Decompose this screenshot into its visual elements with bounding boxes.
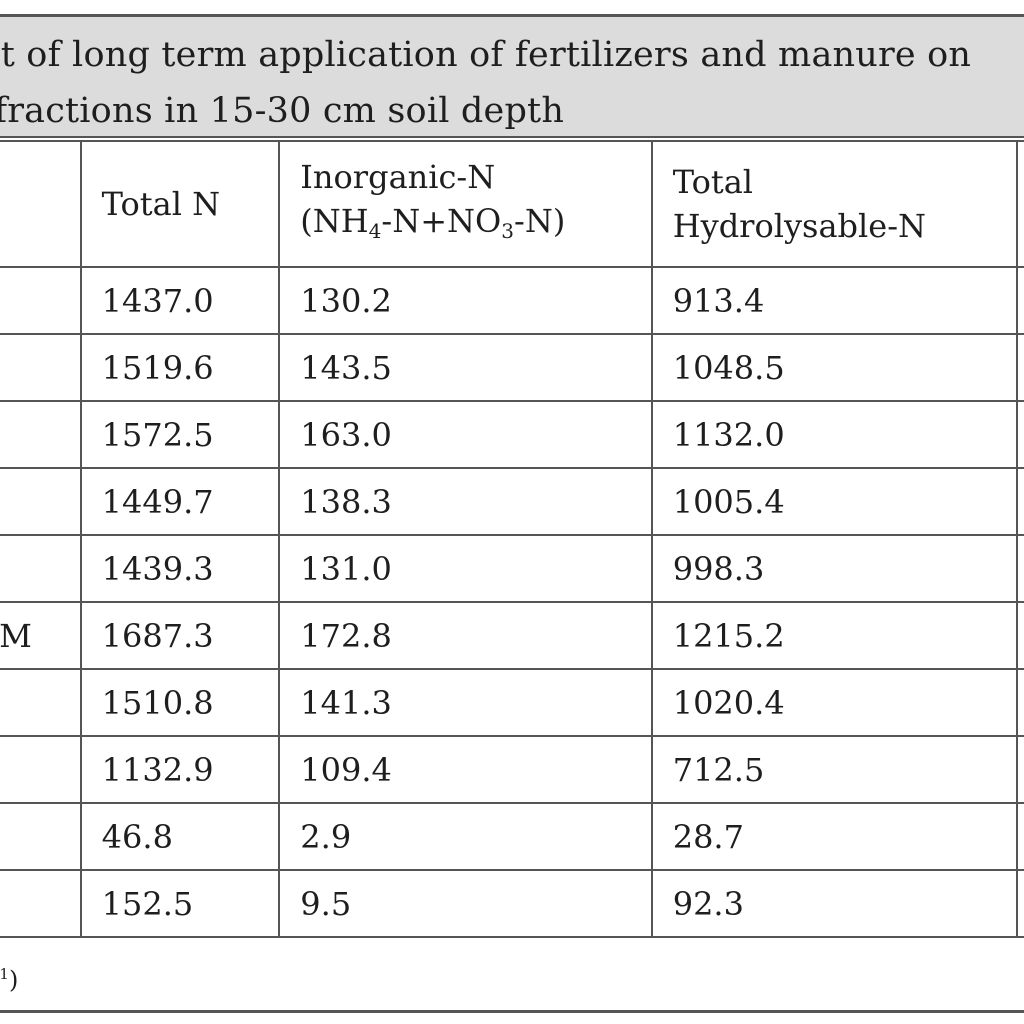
table-row: 1437.0 130.2 913.4 [0,266,1024,335]
cell-total-n: 1519.6 [79,333,281,402]
cell-inorganic-n: 9.5 [278,869,653,938]
cell-inorganic-n: 138.3 [278,467,653,536]
cell-hydrolysable-n: 92.3 [650,869,1019,938]
cell-inorganic-n: 2.9 [278,802,653,871]
cell-hydrolysable-n: 1132.0 [650,400,1019,469]
cell-hydrolysable-n: 913.4 [650,266,1019,335]
header-inorganic-n-part-a: (NH [300,202,369,240]
caption-line-1: ect of long term application of fertiliz… [0,35,972,75]
header-inorganic-n-part-c: -N) [514,202,566,240]
row-label [0,467,82,536]
data-table: Total N Inorganic-N (NH4-N+NO3-N) Total … [0,140,1024,938]
cell-total-n: 1449.7 [79,467,281,536]
header-treatment [0,140,82,268]
row-label [0,534,82,603]
row-label: YM [0,601,82,670]
row-label [0,869,82,938]
cell-hydrolysable-n: 28.7 [650,802,1019,871]
table-row: 46.8 2.9 28.7 [0,802,1024,871]
table-footnote: a-1) [0,951,1024,1013]
cell-next-column [1016,266,1024,335]
cell-inorganic-n: 172.8 [278,601,653,670]
header-hydrolysable-n: Total Hydrolysable-N [650,140,1019,268]
table-row: 1519.6 143.5 1048.5 [0,333,1024,402]
cell-next-column [1016,534,1024,603]
header-hydrolysable-n-line2: Hydrolysable-N [672,207,927,245]
cell-total-n: 1132.9 [79,735,281,804]
cell-next-column [1016,869,1024,938]
cell-hydrolysable-n: 1048.5 [650,333,1019,402]
header-total-n: Total N [79,140,281,268]
row-label [0,802,82,871]
table-figure: ect of long term application of fertiliz… [0,14,1024,1013]
cell-inorganic-n: 109.4 [278,735,653,804]
cell-inorganic-n: 131.0 [278,534,653,603]
cell-inorganic-n: 141.3 [278,668,653,737]
cell-total-n: 152.5 [79,869,281,938]
cell-next-column [1016,735,1024,804]
row-label: S [0,668,82,737]
header-next-column [1016,140,1024,268]
header-sub-3: 3 [501,219,514,243]
cell-hydrolysable-n: 998.3 [650,534,1019,603]
row-label [0,266,82,335]
cell-inorganic-n: 163.0 [278,400,653,469]
cell-total-n: 1439.3 [79,534,281,603]
row-label [0,400,82,469]
cell-next-column [1016,802,1024,871]
header-hydrolysable-n-line1: Total [672,163,753,201]
table-caption: ect of long term application of fertiliz… [0,14,1024,138]
header-sub-4: 4 [368,219,382,243]
table-row: 1449.7 138.3 1005.4 [0,467,1024,536]
cell-next-column [1016,601,1024,670]
footnote-superscript: -1 [0,965,9,983]
cell-total-n: 1510.8 [79,668,281,737]
table-body: 1437.0 130.2 913.4 1519.6 143.5 1048.5 1572.5 1… [0,266,1024,938]
table-row: 1439.3 131.0 998.3 [0,534,1024,603]
table-row: 152.5 9.5 92.3 [0,869,1024,938]
cell-hydrolysable-n: 1215.2 [650,601,1019,670]
table-row: 1572.5 163.0 1132.0 [0,400,1024,469]
cell-inorganic-n: 143.5 [278,333,653,402]
header-inorganic-n-part-b: -N+NO [381,202,502,240]
header-inorganic-n-line1: Inorganic-N [300,158,496,196]
footnote-close: ) [8,966,19,994]
cell-total-n: 1687.3 [79,601,281,670]
footnote-text: a-1) [0,965,18,994]
cell-next-column [1016,400,1024,469]
row-label [0,735,82,804]
cell-total-n: 46.8 [79,802,281,871]
header-row: Total N Inorganic-N (NH4-N+NO3-N) Total … [0,140,1024,268]
cell-hydrolysable-n: 712.5 [650,735,1019,804]
cell-total-n: 1437.0 [79,266,281,335]
cell-next-column [1016,333,1024,402]
cell-hydrolysable-n: 1005.4 [650,467,1019,536]
header-inorganic-n: Inorganic-N (NH4-N+NO3-N) [278,140,653,268]
cell-inorganic-n: 130.2 [278,266,653,335]
caption-line-2: n fractions in 15-30 cm soil depth [0,91,565,131]
cell-next-column [1016,668,1024,737]
cell-total-n: 1572.5 [79,400,281,469]
cell-next-column [1016,467,1024,536]
cell-hydrolysable-n: 1020.4 [650,668,1019,737]
row-label [0,333,82,402]
table-row: 1132.9 109.4 712.5 [0,735,1024,804]
